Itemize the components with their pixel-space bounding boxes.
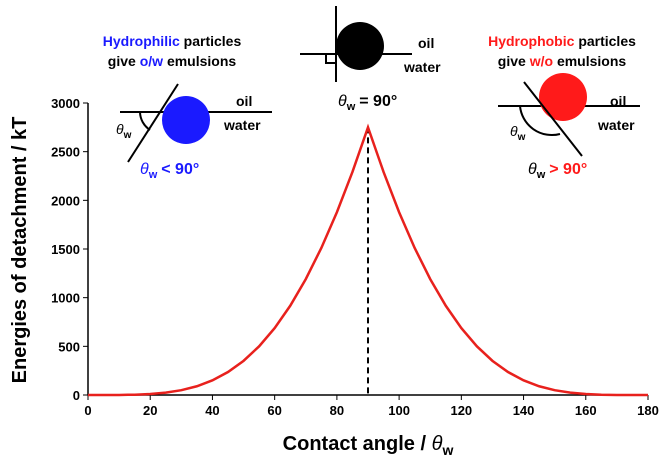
symbol: θ xyxy=(528,161,537,178)
hydrophobic-annotation: Hydrophobic particles give w/o emulsions… xyxy=(488,33,640,181)
hydrophilic-annotation: Hydrophilic particles give o/w emulsions… xyxy=(103,33,272,181)
annotation-word: give xyxy=(108,53,136,69)
water-label: water xyxy=(403,59,441,75)
y-tick-label: 1000 xyxy=(51,291,80,306)
x-tick-label: 100 xyxy=(388,403,410,418)
subscript: w xyxy=(346,101,356,113)
symbol: θ xyxy=(432,433,443,455)
subscript: w xyxy=(441,442,453,458)
angle-condition: θw < 90° xyxy=(140,161,199,181)
subscript: w xyxy=(517,132,526,143)
subscript: w xyxy=(123,130,132,141)
y-tick-label: 2500 xyxy=(51,145,80,160)
x-tick-label: 140 xyxy=(513,403,535,418)
oil-label: oil xyxy=(418,35,434,51)
symbol: θ xyxy=(510,123,518,139)
annotation-word: particles xyxy=(184,33,242,49)
x-tick-label: 160 xyxy=(575,403,597,418)
water-label: water xyxy=(597,117,635,133)
subscript: w xyxy=(536,169,546,181)
y-tick-label: 0 xyxy=(73,388,80,403)
annotation-text: give w/o emulsions xyxy=(498,53,627,69)
annotation-word: Hydrophilic xyxy=(103,33,180,49)
annotation-text: give o/w emulsions xyxy=(108,53,237,69)
angle-condition: θw > 90° xyxy=(528,161,587,181)
y-tick-label: 500 xyxy=(58,339,80,354)
x-tick-label: 80 xyxy=(330,403,344,418)
x-tick-label: 0 xyxy=(84,403,91,418)
y-tick-label: 2000 xyxy=(51,193,80,208)
symbol: θ xyxy=(116,121,124,137)
tangent-line xyxy=(523,81,583,157)
condition: = 90° xyxy=(359,93,397,110)
right-angle xyxy=(325,54,336,64)
annotation-word: give xyxy=(498,53,526,69)
neutral-annotation: oil water θw = 90° xyxy=(300,6,441,113)
oil-label: oil xyxy=(610,93,626,109)
annotation-text: Hydrophilic particles xyxy=(103,33,242,49)
particle xyxy=(539,73,587,121)
tangent-line xyxy=(127,83,179,163)
angle-condition: θw = 90° xyxy=(338,93,397,113)
oil-label: oil xyxy=(236,93,252,109)
annotation-word: emulsions xyxy=(557,53,626,69)
angle-arc xyxy=(139,111,151,131)
annotation-word: w/o xyxy=(529,53,553,69)
condition: < 90° xyxy=(161,161,199,178)
annotation-word: o/w xyxy=(140,53,163,69)
x-tick-label: 20 xyxy=(143,403,157,418)
x-axis-label: Contact angle / θw xyxy=(283,433,454,458)
x-tick-label: 120 xyxy=(450,403,472,418)
line-series xyxy=(87,123,649,397)
symbol: θ xyxy=(140,161,149,178)
water-label: water xyxy=(223,117,261,133)
x-tick-label: 180 xyxy=(637,403,659,418)
angle-arc xyxy=(519,105,561,137)
subscript: w xyxy=(148,169,158,181)
x-tick-label: 60 xyxy=(267,403,281,418)
annotation-text: Hydrophobic particles xyxy=(488,33,636,49)
y-tick-label: 3000 xyxy=(51,96,80,111)
condition: > 90° xyxy=(549,161,587,178)
y-axis-label: Energies of detachment / kT xyxy=(9,117,31,384)
angle-symbol: θw xyxy=(510,123,526,143)
annotation-word: emulsions xyxy=(167,53,236,69)
symbol: θ xyxy=(338,93,347,110)
x-tick-label: 40 xyxy=(205,403,219,418)
annotation-word: Hydrophobic xyxy=(488,33,575,49)
y-tick-label: 1500 xyxy=(51,242,80,257)
angle-symbol: θw xyxy=(116,121,132,141)
particle xyxy=(336,22,384,70)
annotation-word: particles xyxy=(578,33,636,49)
particle xyxy=(162,96,210,144)
label-text: Contact angle / xyxy=(283,433,427,455)
